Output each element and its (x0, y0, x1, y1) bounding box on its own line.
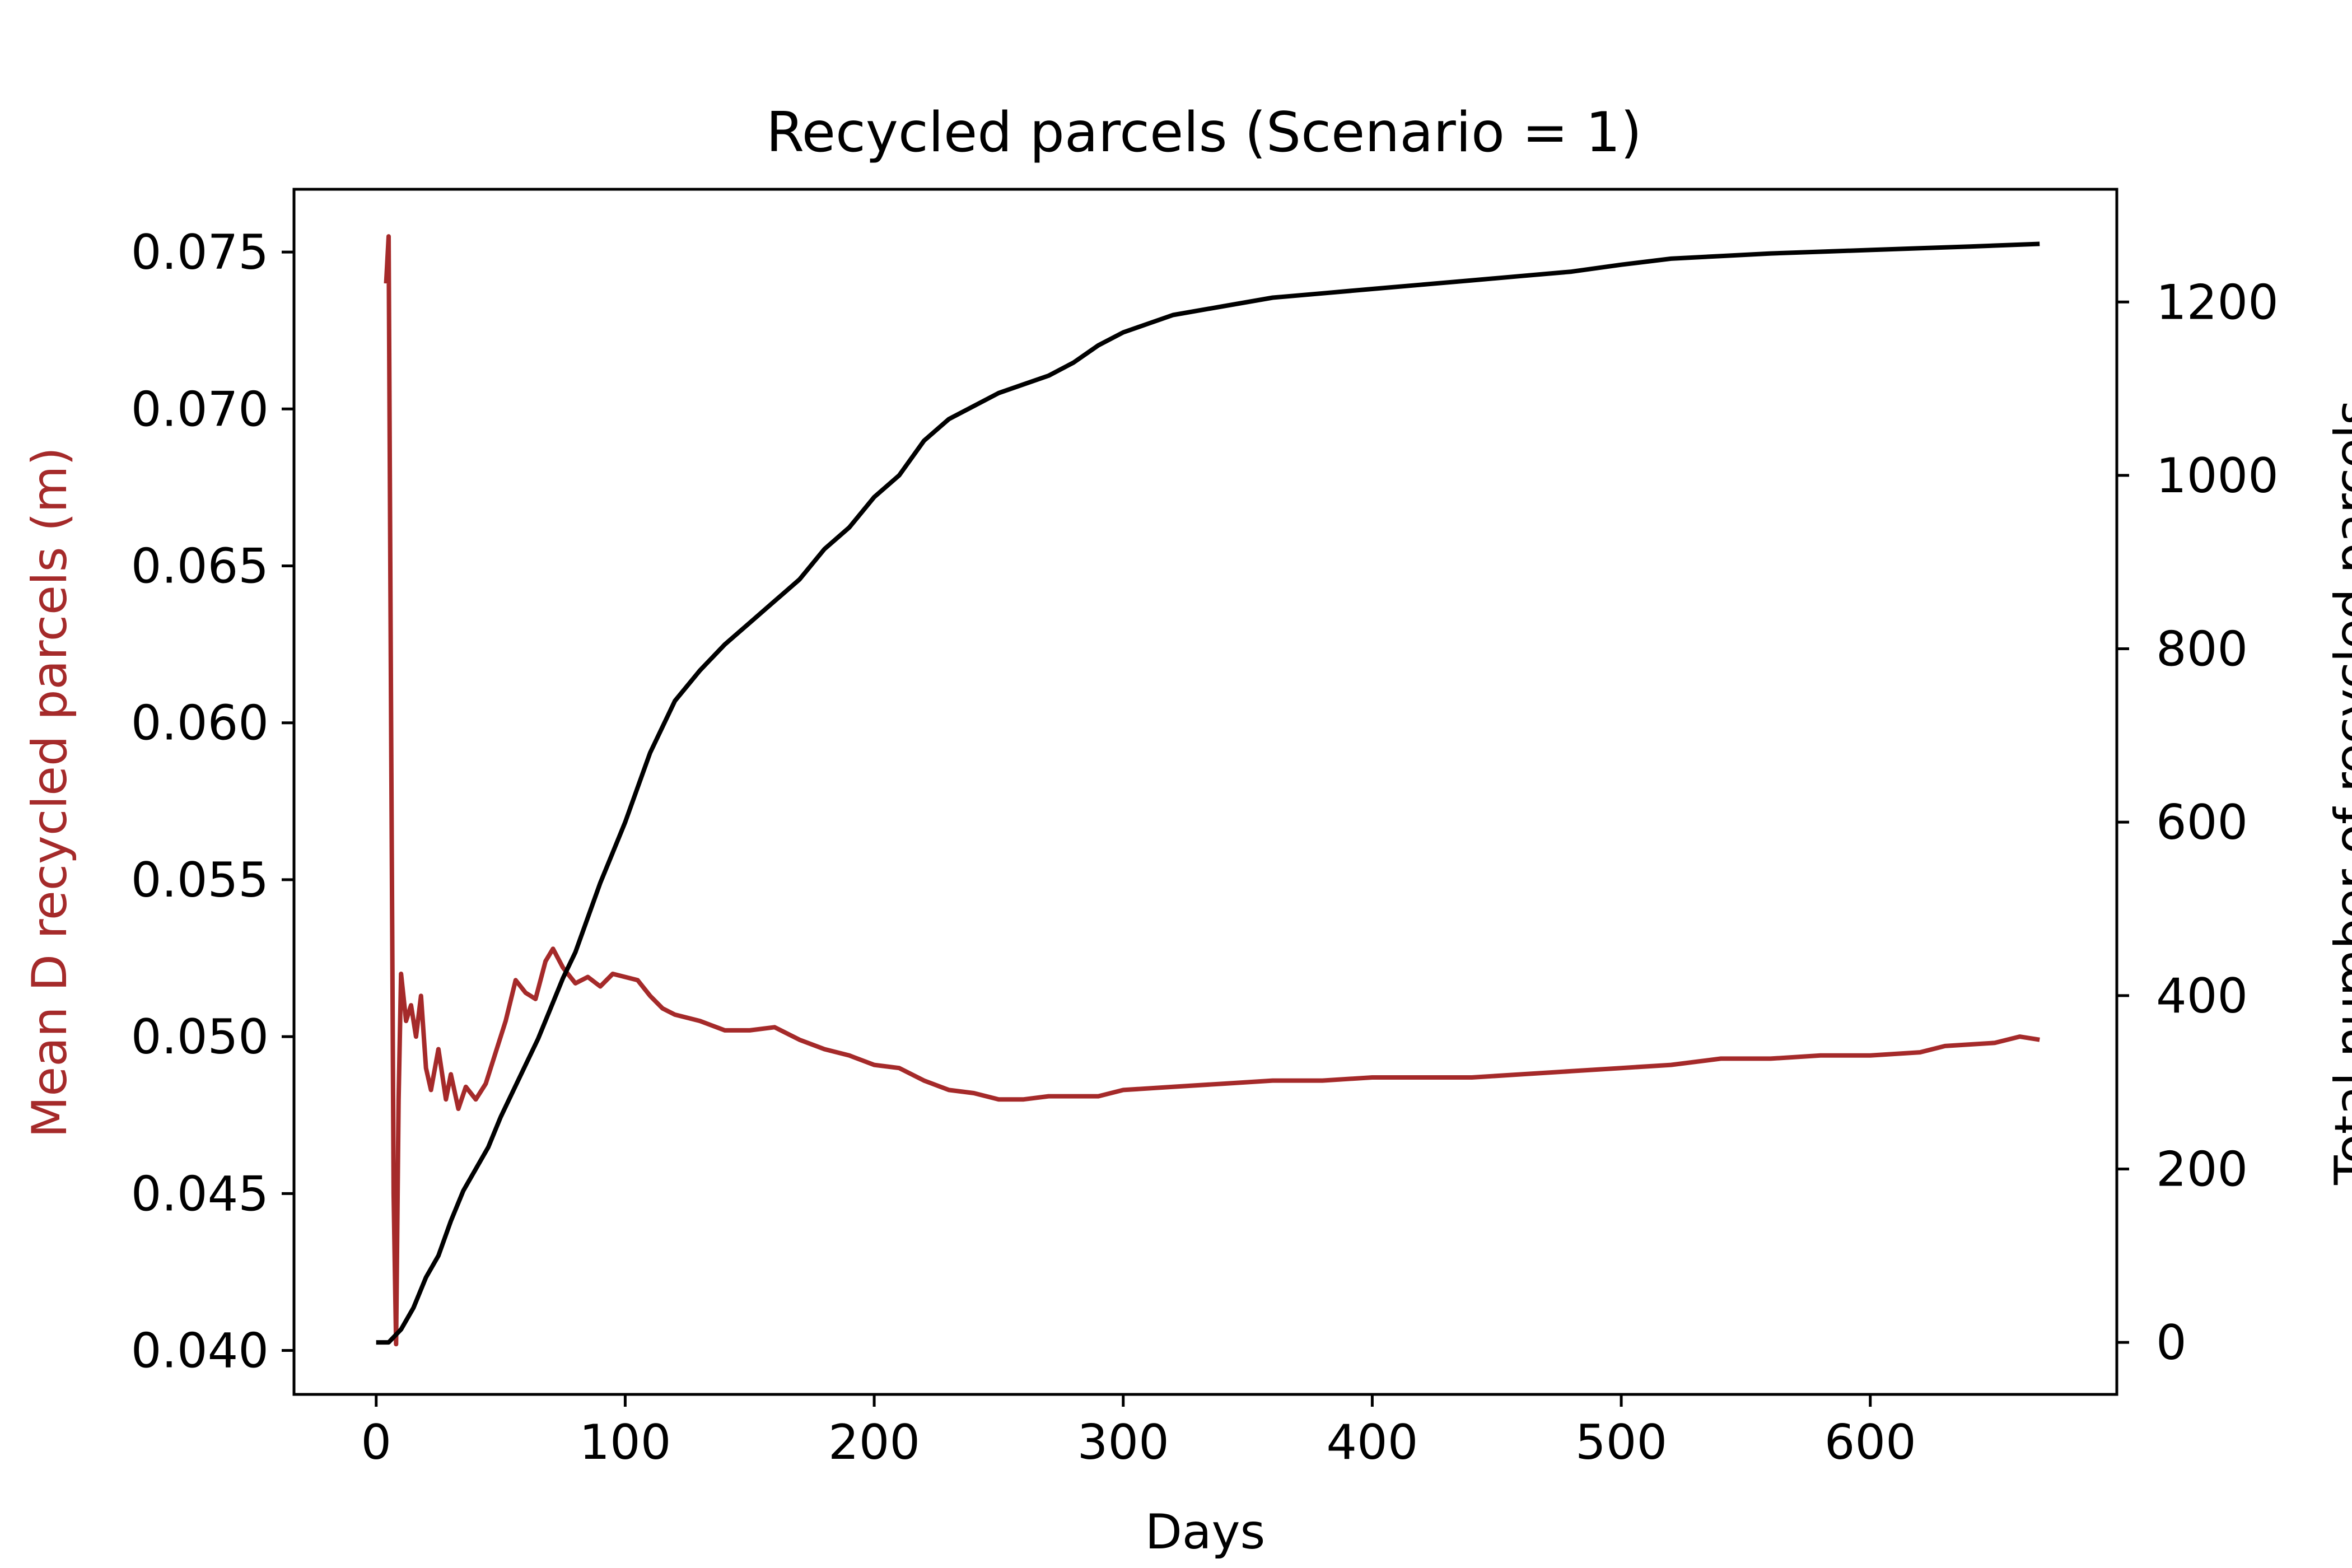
x-tick-label: 200 (828, 1415, 920, 1471)
y-left-tick-label: 0.060 (131, 696, 269, 752)
x-tick-label: 300 (1077, 1415, 1169, 1471)
y-axis-left-label: Mean D recycled parcels (m) (22, 447, 78, 1138)
y-left-tick-label: 0.050 (131, 1009, 269, 1065)
y-right-tick-label: 200 (2156, 1141, 2248, 1197)
y-left-tick-label: 0.045 (131, 1166, 269, 1222)
y-axis-left: 0.040 0.045 0.050 0.055 0.060 0.065 0.070 0.075 (131, 225, 294, 1379)
x-tick-label: 100 (579, 1415, 671, 1471)
y-right-tick-label: 400 (2156, 968, 2248, 1024)
y-left-tick-label: 0.055 (131, 852, 269, 908)
x-axis-label: Days (1145, 1504, 1266, 1560)
y-right-tick-label: 600 (2156, 795, 2248, 851)
y-right-tick-label: 0 (2156, 1315, 2187, 1371)
series-line-mean-d (384, 234, 2040, 1347)
y-left-tick-label: 0.065 (131, 539, 269, 595)
y-left-tick-label: 0.040 (131, 1323, 269, 1379)
series-layer (376, 234, 2040, 1347)
x-axis: 0 100 200 300 400 500 600 (361, 1394, 1916, 1471)
x-tick-label: 600 (1824, 1415, 1916, 1471)
x-tick-label: 0 (361, 1415, 391, 1471)
y-right-tick-label: 1200 (2156, 274, 2279, 330)
series-line-total (376, 241, 2040, 1345)
x-tick-label: 400 (1326, 1415, 1418, 1471)
y-left-tick-label: 0.070 (131, 381, 269, 437)
chart-title: Recycled parcels (Scenario = 1) (766, 101, 1642, 165)
y-right-tick-label: 1000 (2156, 448, 2279, 504)
y-left-tick-label: 0.075 (131, 225, 269, 281)
y-axis-right-label: Total number of recycled parcels (2325, 400, 2352, 1186)
x-tick-label: 500 (1575, 1415, 1667, 1471)
y-axis-right: 0 200 400 600 800 1000 1200 (2117, 274, 2279, 1371)
y-right-tick-label: 800 (2156, 622, 2248, 678)
plot-frame (292, 188, 2118, 1396)
